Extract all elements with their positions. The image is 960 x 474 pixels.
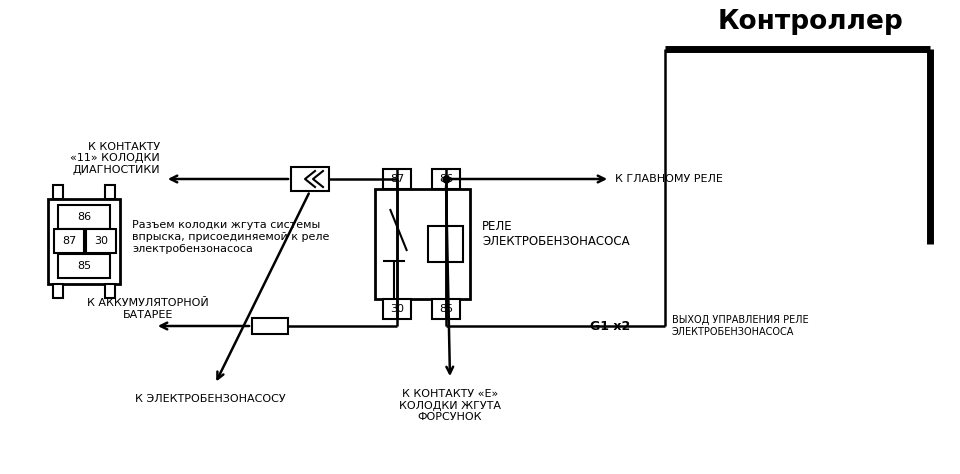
- Text: Контроллер: Контроллер: [717, 9, 902, 35]
- Bar: [291, 167, 329, 191]
- Text: 86: 86: [439, 174, 453, 184]
- Bar: [53, 284, 63, 298]
- Text: К ГЛАВНОМУ РЕЛЕ: К ГЛАВНОМУ РЕЛЕ: [615, 174, 723, 184]
- Text: РЕЛЕ
ЭЛЕКТРОБЕНЗОНАСОСА: РЕЛЕ ЭЛЕКТРОБЕНЗОНАСОСА: [482, 220, 630, 248]
- Text: G1 x2: G1 x2: [589, 319, 630, 332]
- Bar: [432, 299, 460, 319]
- Text: К КОНТАКТУ «Е»
КОЛОДКИ ЖГУТА
ФОРСУНОК: К КОНТАКТУ «Е» КОЛОДКИ ЖГУТА ФОРСУНОК: [399, 389, 501, 422]
- Bar: [53, 185, 63, 199]
- Bar: [375, 189, 470, 299]
- Text: 85: 85: [439, 304, 453, 314]
- Bar: [432, 169, 460, 189]
- Bar: [428, 226, 463, 262]
- Bar: [58, 205, 110, 229]
- Text: К АККУМУЛЯТОРНОЙ
БАТАРЕЕ: К АККУМУЛЯТОРНОЙ БАТАРЕЕ: [87, 299, 209, 320]
- Bar: [54, 229, 84, 253]
- Bar: [252, 318, 288, 334]
- Bar: [105, 185, 115, 199]
- Text: 86: 86: [77, 212, 91, 222]
- Text: 85: 85: [77, 261, 91, 271]
- Text: ВЫХОД УПРАВЛЕНИЯ РЕЛЕ
ЭЛЕКТРОБЕНЗОНАСОСА: ВЫХОД УПРАВЛЕНИЯ РЕЛЕ ЭЛЕКТРОБЕНЗОНАСОСА: [672, 315, 808, 337]
- Text: 87: 87: [390, 174, 404, 184]
- Bar: [383, 299, 411, 319]
- Bar: [58, 254, 110, 278]
- Text: К ЭЛЕКТРОБЕНЗОНАСОСУ: К ЭЛЕКТРОБЕНЗОНАСОСУ: [134, 394, 285, 404]
- Bar: [48, 199, 120, 284]
- Text: 87: 87: [61, 236, 76, 246]
- Text: 30: 30: [390, 304, 404, 314]
- Bar: [86, 229, 116, 253]
- Text: Разъем колодки жгута системы
впрыска, присоединяемой к реле
электробензонасоса: Разъем колодки жгута системы впрыска, пр…: [132, 220, 329, 254]
- Bar: [105, 284, 115, 298]
- Bar: [383, 169, 411, 189]
- Text: К КОНТАКТУ
«11» КОЛОДКИ
ДИАГНОСТИКИ: К КОНТАКТУ «11» КОЛОДКИ ДИАГНОСТИКИ: [70, 142, 160, 175]
- Text: 30: 30: [94, 236, 108, 246]
